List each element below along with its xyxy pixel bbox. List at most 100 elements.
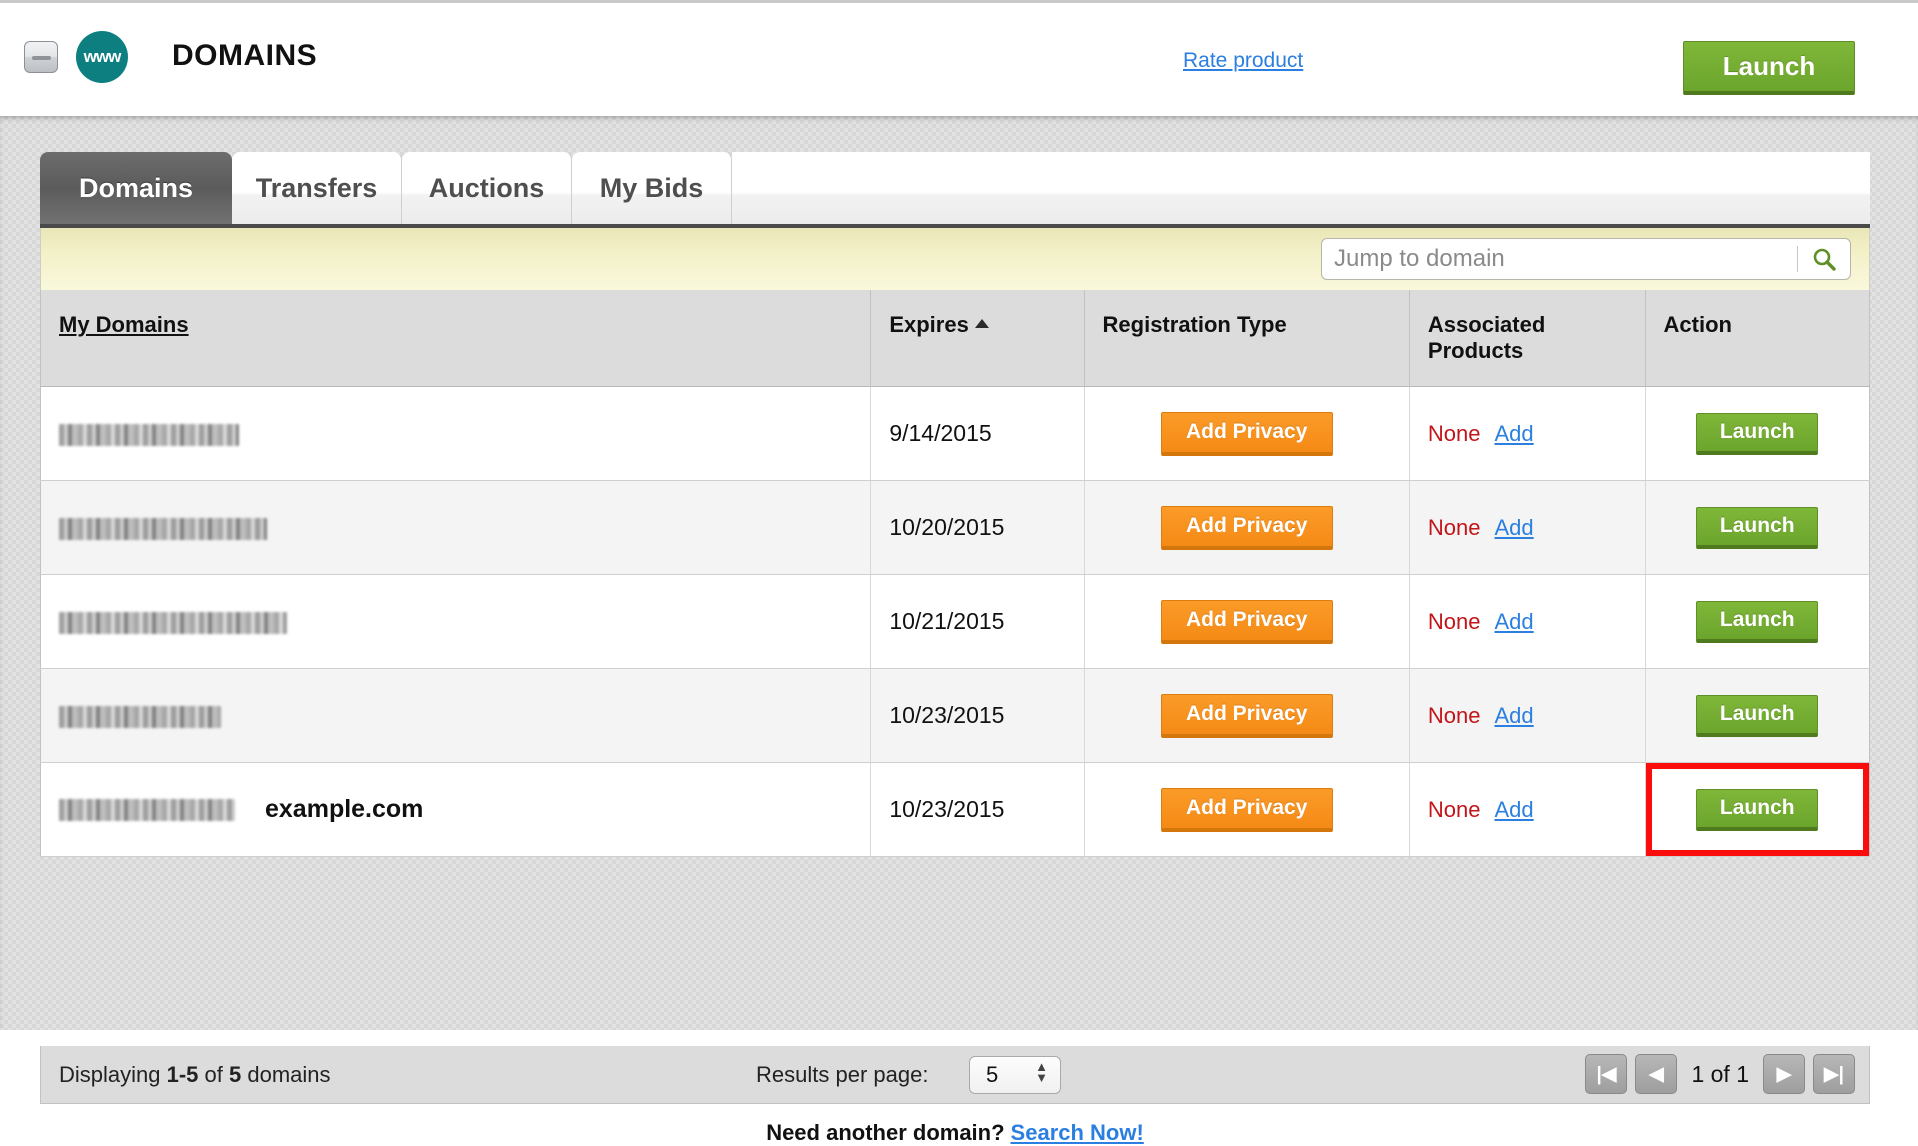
next-page-icon[interactable]: ▶ [1763, 1054, 1805, 1094]
redacted-domain-name [59, 517, 267, 540]
cell-action: Launch [1645, 574, 1870, 669]
redacted-domain-name [59, 423, 239, 446]
launch-button[interactable]: Launch [1696, 506, 1819, 549]
launch-button[interactable]: Launch [1696, 694, 1819, 737]
cell-registration-type: Add Privacy [1084, 574, 1410, 669]
my-domains-header-label[interactable]: My Domains [59, 312, 189, 337]
associated-add-link[interactable]: Add [1494, 515, 1534, 540]
tab-domains[interactable]: Domains [40, 152, 232, 224]
results-per-page-select[interactable]: 5 ▲ ▼ [969, 1056, 1061, 1094]
stepper-arrows-icon: ▲ ▼ [1035, 1059, 1048, 1085]
cell-registration-type: Add Privacy [1084, 386, 1410, 481]
add-privacy-button[interactable]: Add Privacy [1160, 505, 1333, 550]
associated-add-link[interactable]: Add [1494, 609, 1534, 634]
first-page-icon[interactable]: |◀ [1585, 1054, 1628, 1094]
column-header-expires[interactable]: Expires [870, 290, 1085, 387]
tab-auctions[interactable]: Auctions [402, 152, 572, 224]
cell-associated-products: None Add [1409, 762, 1646, 857]
cell-expires: 10/21/2015 [870, 574, 1085, 669]
domains-table: My Domains Expires Registration Type Ass… [40, 290, 1870, 857]
add-privacy-button[interactable]: Add Privacy [1160, 411, 1333, 456]
previous-page-icon[interactable]: ◀ [1635, 1054, 1678, 1094]
cell-registration-type: Add Privacy [1084, 668, 1410, 763]
table-row: 10/23/2015 Add Privacy None Add Launch [40, 668, 1870, 763]
redacted-domain-name [59, 611, 287, 634]
results-per-page-value: 5 [986, 1062, 999, 1087]
cell-domain [40, 480, 872, 575]
associated-none-label: None [1427, 703, 1481, 728]
redacted-domain-name [59, 705, 221, 728]
associated-none-label: None [1427, 609, 1481, 634]
search-now-link[interactable]: Search Now! [1010, 1120, 1144, 1145]
table-row: 10/21/2015 Add Privacy None Add Launch [40, 574, 1870, 669]
redacted-domain-name [59, 798, 235, 821]
domain-name-label[interactable]: example.com [265, 795, 424, 824]
header-launch-button[interactable]: Launch [1683, 41, 1855, 95]
displaying-prefix: Displaying [59, 1062, 167, 1087]
last-page-icon[interactable]: ▶| [1813, 1054, 1855, 1094]
search-box[interactable] [1321, 238, 1851, 280]
displaying-middle: of [198, 1062, 229, 1087]
search-input[interactable] [1322, 240, 1797, 278]
www-logo-text: www [83, 47, 122, 66]
cell-action: Launch [1645, 668, 1870, 763]
table-row: 9/14/2015 Add Privacy None Add Launch [40, 386, 1870, 481]
pager-status: 1 of 1 [1691, 1060, 1749, 1087]
cell-expires: 10/23/2015 [870, 668, 1085, 763]
displaying-range: 1-5 [166, 1062, 199, 1087]
cell-action: Launch [1645, 480, 1870, 575]
cell-associated-products: None Add [1409, 574, 1646, 669]
search-band [40, 228, 1870, 290]
cell-registration-type: Add Privacy [1084, 480, 1410, 575]
add-privacy-button[interactable]: Add Privacy [1160, 599, 1333, 644]
need-another-domain-text: Need another domain? [766, 1120, 1005, 1145]
search-divider [1797, 246, 1798, 272]
tab-transfers-label: Transfers [255, 172, 378, 203]
associated-add-link[interactable]: Add [1494, 421, 1534, 446]
column-header-associated-products[interactable]: Associated Products [1409, 290, 1646, 387]
need-another-domain-row: Need another domain? Search Now! [40, 1120, 1870, 1146]
table-header-row: My Domains Expires Registration Type Ass… [40, 290, 1870, 387]
cell-domain [40, 574, 872, 669]
rate-product-link[interactable]: Rate product [1183, 49, 1304, 72]
product-header: www DOMAINS Rate product Launch [0, 0, 1918, 116]
tab-strip-filler [732, 152, 1870, 224]
page-title: DOMAINS [172, 39, 318, 72]
tab-my-bids-label: My Bids [599, 172, 704, 203]
minus-collapse-icon[interactable] [24, 41, 58, 73]
expires-header-label: Expires [889, 312, 969, 337]
associated-products-header-label: Associated Products [1427, 312, 1546, 363]
associated-none-label: None [1427, 797, 1481, 822]
cell-expires: 9/14/2015 [870, 386, 1085, 481]
table-footer: Displaying 1-5 of 5 domains Results per … [40, 1046, 1870, 1104]
launch-button[interactable]: Launch [1696, 600, 1819, 643]
cell-registration-type: Add Privacy [1084, 762, 1410, 857]
minus-glyph [32, 56, 51, 60]
add-privacy-button[interactable]: Add Privacy [1160, 787, 1333, 832]
cell-associated-products: None Add [1409, 386, 1646, 481]
displaying-text: Displaying 1-5 of 5 domains [59, 1062, 331, 1088]
associated-add-link[interactable]: Add [1494, 797, 1534, 822]
cell-domain [40, 668, 872, 763]
tab-transfers[interactable]: Transfers [232, 152, 402, 224]
table-row: example.com 10/23/2015 Add Privacy None Add L… [40, 762, 1870, 857]
magnifier-icon[interactable] [1798, 239, 1850, 279]
associated-none-label: None [1427, 515, 1481, 540]
launch-button[interactable]: Launch [1696, 412, 1819, 455]
www-logo-icon: www [76, 31, 128, 83]
cell-action: Launch [1645, 386, 1870, 481]
add-privacy-button[interactable]: Add Privacy [1160, 693, 1333, 738]
tab-my-bids[interactable]: My Bids [572, 152, 732, 224]
cell-associated-products: None Add [1409, 668, 1646, 763]
cell-domain: example.com [40, 762, 872, 857]
tab-domains-label: Domains [78, 172, 194, 203]
cell-expires: 10/20/2015 [870, 480, 1085, 575]
associated-add-link[interactable]: Add [1494, 703, 1534, 728]
action-header-label: Action [1663, 312, 1732, 337]
launch-button[interactable]: Launch [1696, 788, 1819, 831]
tab-strip: Domains Transfers Auctions My Bids [40, 152, 1870, 228]
column-header-registration-type[interactable]: Registration Type [1084, 290, 1410, 387]
cell-associated-products: None Add [1409, 480, 1646, 575]
column-header-my-domains[interactable]: My Domains [40, 290, 872, 387]
table-row: 10/20/2015 Add Privacy None Add Launch [40, 480, 1870, 575]
